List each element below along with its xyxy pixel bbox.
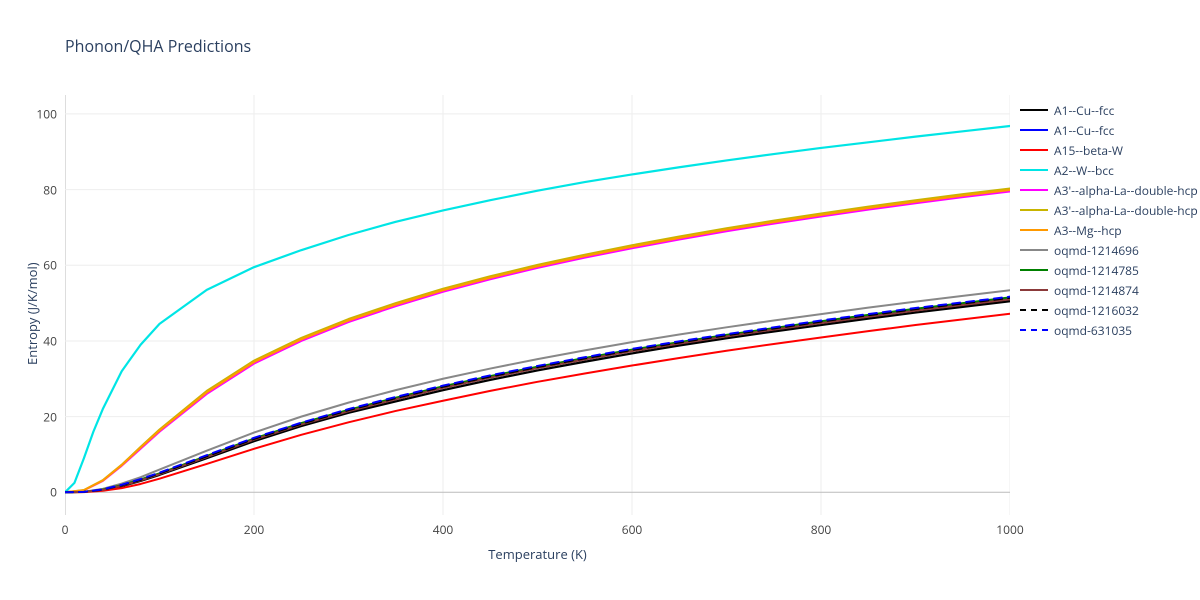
legend-label: A1--Cu--fcc bbox=[1054, 122, 1114, 139]
legend-swatch bbox=[1020, 169, 1048, 171]
legend-item[interactable]: oqmd-1214874 bbox=[1020, 280, 1198, 300]
x-tick-label: 200 bbox=[244, 521, 265, 538]
y-tick-label: 20 bbox=[43, 408, 57, 425]
legend-label: oqmd-1214785 bbox=[1054, 262, 1139, 279]
legend-label: oqmd-1214874 bbox=[1054, 282, 1139, 299]
legend-swatch bbox=[1020, 289, 1048, 291]
legend-swatch bbox=[1020, 249, 1048, 251]
legend-label: A3--Mg--hcp bbox=[1054, 222, 1122, 239]
legend-swatch bbox=[1020, 109, 1048, 111]
y-tick-label: 60 bbox=[43, 257, 57, 274]
legend-label: A15--beta-W bbox=[1054, 142, 1123, 159]
chart-title: Phonon/QHA Predictions bbox=[65, 35, 251, 57]
legend-label: oqmd-1214696 bbox=[1054, 242, 1139, 259]
y-axis-label: Entropy (J/K/mol) bbox=[23, 262, 41, 365]
legend-swatch bbox=[1020, 189, 1048, 191]
legend-swatch bbox=[1020, 329, 1048, 331]
y-tick-label: 100 bbox=[36, 105, 57, 122]
y-tick-label: 80 bbox=[43, 181, 57, 198]
y-tick-label: 0 bbox=[50, 484, 57, 501]
legend-item[interactable]: A3'--alpha-La--double-hcp bbox=[1020, 200, 1198, 220]
legend-item[interactable]: oqmd-1214696 bbox=[1020, 240, 1198, 260]
legend-item[interactable]: A15--beta-W bbox=[1020, 140, 1198, 160]
legend-label: oqmd-631035 bbox=[1054, 322, 1132, 339]
x-tick-label: 600 bbox=[622, 521, 643, 538]
legend-swatch bbox=[1020, 309, 1048, 311]
legend-swatch bbox=[1020, 269, 1048, 271]
legend-item[interactable]: A3--Mg--hcp bbox=[1020, 220, 1198, 240]
legend-item[interactable]: A1--Cu--fcc bbox=[1020, 120, 1198, 140]
legend-item[interactable]: A3'--alpha-La--double-hcp bbox=[1020, 180, 1198, 200]
legend-label: A3'--alpha-La--double-hcp bbox=[1054, 202, 1198, 219]
chart-container: { "chart": { "type": "line", "title": "P… bbox=[0, 0, 1200, 600]
legend-item[interactable]: oqmd-1216032 bbox=[1020, 300, 1198, 320]
legend-label: oqmd-1216032 bbox=[1054, 302, 1139, 319]
legend[interactable]: A1--Cu--fcc A1--Cu--fcc A15--beta-W A2--W--… bbox=[1020, 100, 1198, 340]
legend-label: A1--Cu--fcc bbox=[1054, 102, 1114, 119]
x-axis-label: Temperature (K) bbox=[488, 545, 587, 563]
legend-swatch bbox=[1020, 229, 1048, 231]
legend-swatch bbox=[1020, 209, 1048, 211]
x-tick-label: 800 bbox=[811, 521, 832, 538]
x-tick-label: 0 bbox=[62, 521, 69, 538]
legend-swatch bbox=[1020, 149, 1048, 151]
legend-item[interactable]: A2--W--bcc bbox=[1020, 160, 1198, 180]
legend-item[interactable]: oqmd-631035 bbox=[1020, 320, 1198, 340]
x-tick-label: 1000 bbox=[996, 521, 1023, 538]
x-tick-label: 400 bbox=[433, 521, 454, 538]
legend-item[interactable]: A1--Cu--fcc bbox=[1020, 100, 1198, 120]
legend-label: A2--W--bcc bbox=[1054, 162, 1114, 179]
plot-area[interactable] bbox=[65, 95, 1010, 515]
y-tick-label: 40 bbox=[43, 332, 57, 349]
legend-label: A3'--alpha-La--double-hcp bbox=[1054, 182, 1198, 199]
legend-item[interactable]: oqmd-1214785 bbox=[1020, 260, 1198, 280]
legend-swatch bbox=[1020, 129, 1048, 131]
